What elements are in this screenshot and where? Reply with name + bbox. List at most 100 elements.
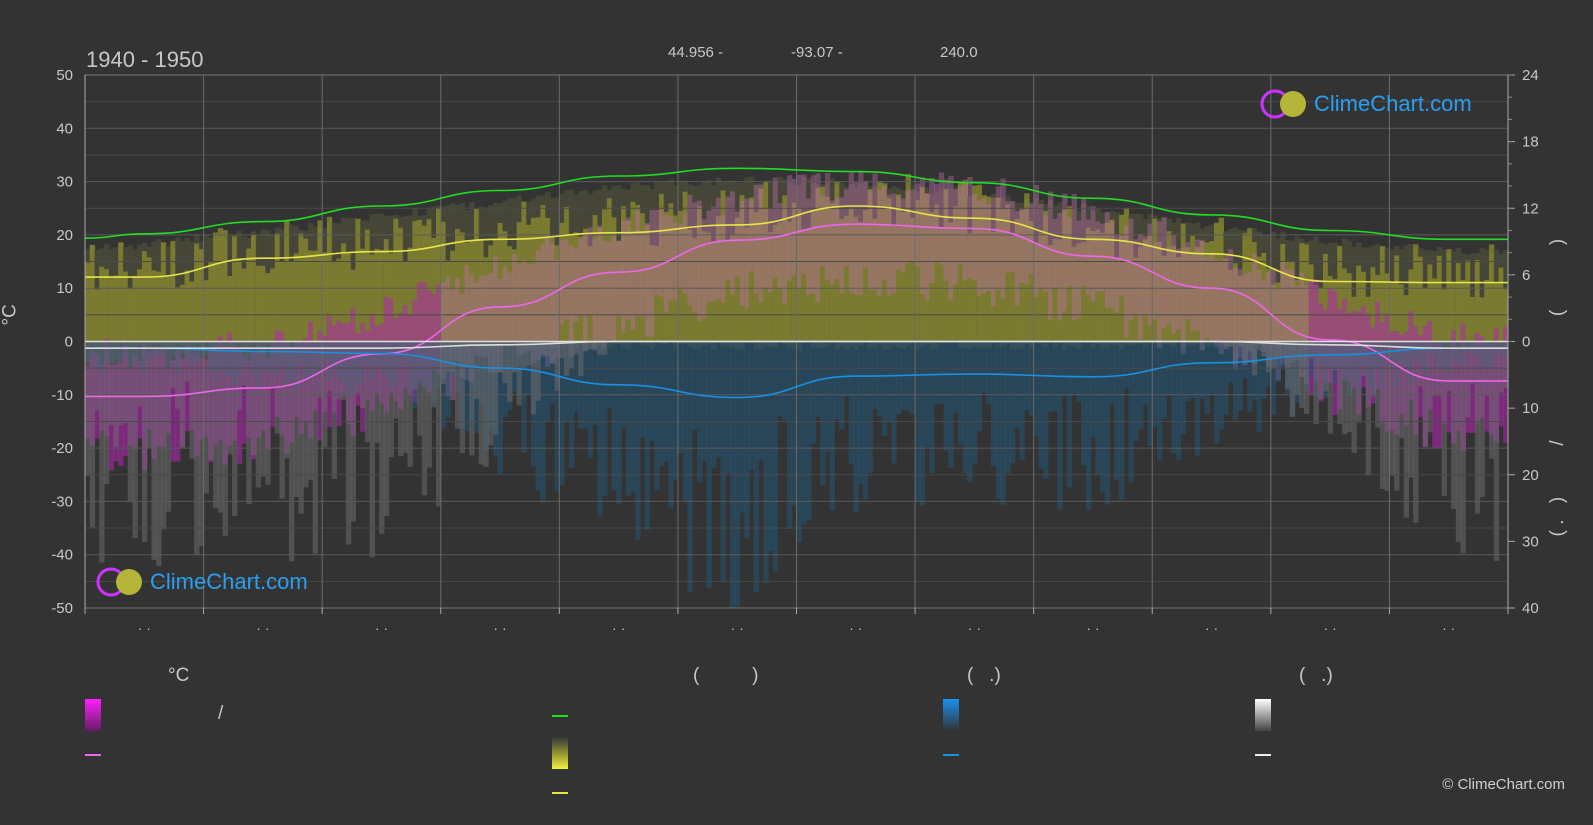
snow-column xyxy=(1247,341,1253,352)
sunshine-column xyxy=(815,187,821,342)
sunshine-column xyxy=(1228,269,1234,342)
snow-column xyxy=(1289,341,1296,417)
rain-column xyxy=(943,341,949,451)
legend-temp-range-swatch xyxy=(85,699,101,731)
sunshine-column xyxy=(1062,209,1068,342)
temp-range-column xyxy=(1261,279,1267,352)
sunshine-column xyxy=(1493,283,1500,342)
right-axis-top-tick-label: 12 xyxy=(1522,200,1539,217)
sunshine-column xyxy=(1052,238,1058,342)
snow-column xyxy=(502,341,508,384)
rain-column xyxy=(891,341,897,464)
rain-column xyxy=(1076,341,1082,402)
sunshine-column xyxy=(606,198,613,342)
temp-range-column xyxy=(815,173,821,303)
sunshine-column xyxy=(611,217,617,342)
sunshine-column xyxy=(379,249,385,342)
rain-column xyxy=(706,341,712,589)
logo-top[interactable]: ClimeChart.com xyxy=(1260,88,1472,120)
sunshine-column xyxy=(602,209,608,342)
temp-range-column xyxy=(516,264,522,356)
sunshine-column xyxy=(198,249,205,342)
lines-layer xyxy=(85,167,1508,399)
temp-range-column xyxy=(1071,194,1077,321)
sunshine-column xyxy=(905,174,911,342)
rain-column xyxy=(644,341,651,531)
sunshine-column xyxy=(288,261,295,342)
temp-range-column xyxy=(730,191,736,295)
sunshine-column xyxy=(948,222,954,342)
sunshine-column xyxy=(976,184,983,342)
rain-column xyxy=(1014,341,1021,429)
sunshine-column xyxy=(1451,283,1457,342)
sunshine-column xyxy=(284,220,290,342)
snow-column xyxy=(1375,341,1381,428)
temp-range-column xyxy=(535,250,541,360)
temp-range-column xyxy=(1062,193,1068,312)
temp-range-column xyxy=(1289,270,1296,363)
sunshine-column xyxy=(298,233,304,342)
temp-range-column xyxy=(1218,260,1224,355)
right-axis-bottom-tick-label: 10 xyxy=(1522,400,1539,417)
temp-range-column xyxy=(1047,191,1054,320)
temp-range-column xyxy=(995,186,1002,291)
rain-column xyxy=(1194,341,1201,456)
sunshine-column xyxy=(1223,258,1229,342)
temp-range-column xyxy=(872,173,878,291)
temp-range-column xyxy=(568,245,575,357)
snow-column xyxy=(511,341,518,373)
sunshine-column xyxy=(146,257,153,342)
snow-column xyxy=(1228,341,1234,347)
rain-column xyxy=(1128,341,1134,483)
right-axis-top-tick-label: 0 xyxy=(1522,334,1530,351)
sunshine-column xyxy=(473,208,480,342)
temp-range-column xyxy=(540,244,546,357)
snow-column xyxy=(578,341,584,377)
temp-range-column xyxy=(877,189,883,296)
sunshine-column xyxy=(654,246,660,342)
temp-range-column xyxy=(1185,241,1191,320)
snow-column xyxy=(307,341,314,480)
temp-range-column xyxy=(1033,184,1040,297)
temp-range-column xyxy=(507,272,513,344)
sunshine-column xyxy=(1432,278,1438,342)
sunshine-column xyxy=(94,289,100,342)
temp-range-column xyxy=(1251,253,1258,365)
rain-column xyxy=(1095,341,1101,475)
rain-column xyxy=(810,341,817,444)
temp-range-column xyxy=(530,264,537,363)
sunshine-column xyxy=(1455,263,1462,342)
sunshine-column xyxy=(749,197,755,342)
sunshine-column xyxy=(1185,247,1191,342)
sunshine-column xyxy=(1119,214,1125,342)
sunshine-column xyxy=(293,253,300,342)
sunshine-column xyxy=(103,269,110,342)
snow-column xyxy=(89,341,96,528)
sunshine-column xyxy=(454,228,461,342)
temp-range-column xyxy=(587,227,594,316)
sunshine-column xyxy=(469,240,475,342)
sunshine-column xyxy=(1066,206,1073,342)
sunshine-column xyxy=(1356,265,1362,342)
sunshine-column xyxy=(516,222,522,342)
sunshine-column xyxy=(1403,295,1409,342)
logo-bottom[interactable]: ClimeChart.com xyxy=(96,566,308,598)
rain-column xyxy=(768,341,774,552)
temp-range-column xyxy=(1147,223,1153,326)
rain-column xyxy=(535,341,541,491)
x-axis-month-label: · · xyxy=(493,620,506,636)
sunshine-column xyxy=(213,232,219,342)
rain-column xyxy=(696,341,703,483)
rain-column xyxy=(990,341,997,467)
temp-range-column xyxy=(1043,214,1049,292)
temp-range-column xyxy=(564,239,570,320)
sunshine-column xyxy=(986,196,992,342)
legend-rain-mean-swatch xyxy=(943,754,959,756)
rain-column xyxy=(464,341,470,431)
snow-column xyxy=(1384,341,1391,492)
sunshine-column xyxy=(1299,243,1305,342)
snow-column xyxy=(279,341,285,499)
rain-column xyxy=(953,341,959,414)
rain-column xyxy=(734,341,741,606)
legend-rain-title: ( .) xyxy=(967,665,1001,686)
